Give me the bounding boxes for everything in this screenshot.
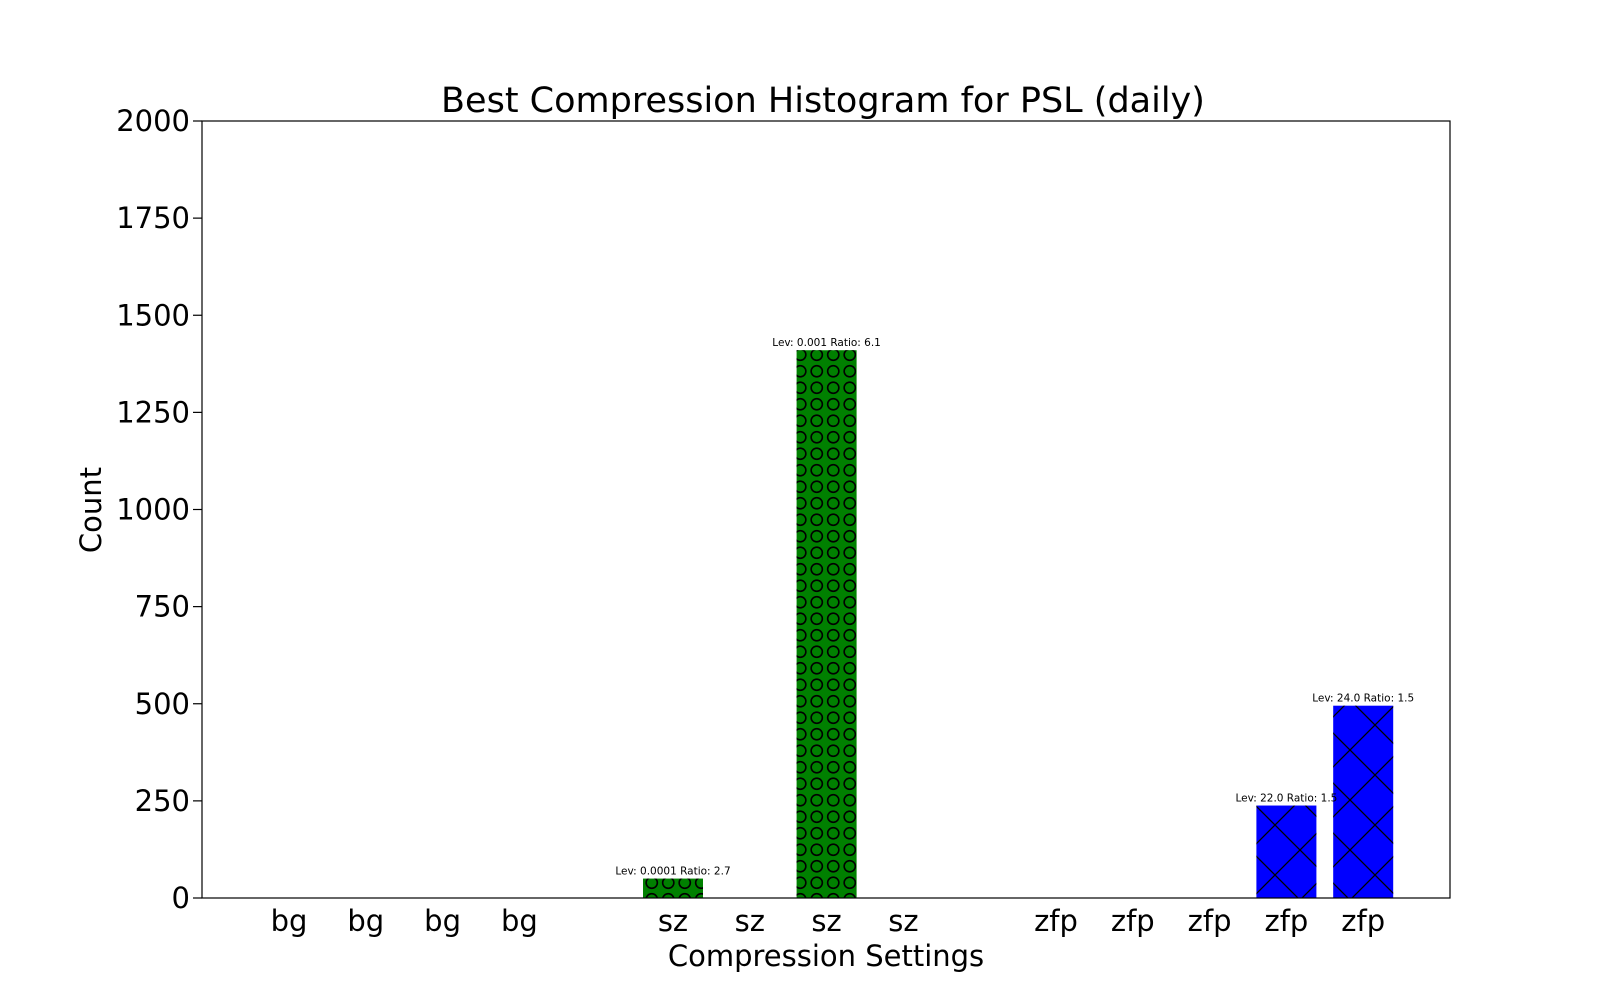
y-tick-label-5: 1250 — [116, 395, 190, 429]
y-tick-label-8: 2000 — [116, 104, 190, 138]
y-tick-label-6: 1500 — [116, 298, 190, 332]
y-tick-label-3: 750 — [135, 590, 190, 624]
y-tick-label-1: 250 — [135, 784, 190, 818]
bar-hatch-6 — [796, 350, 857, 899]
bar-hatch-11 — [1256, 805, 1317, 898]
x-tick-label-3: bg — [501, 904, 538, 938]
x-tick-label-1: bg — [347, 904, 384, 938]
x-axis-label: Compression Settings — [668, 939, 984, 973]
x-tick-label-5: sz — [735, 904, 765, 938]
bar-labels-group: Lev: 0.0001 Ratio: 2.7 Lev: 0.001 Ratio: … — [615, 337, 1414, 877]
bar-value-label-4: Lev: 0.0001 Ratio: 2.7 — [615, 866, 730, 878]
x-tick-label-6: sz — [811, 904, 841, 938]
plot-frame — [201, 120, 1451, 899]
y-axis-label: Count — [74, 467, 108, 553]
chart-title: Best Compression Histogram for PSL (dail… — [441, 81, 1205, 121]
y-tick-label-7: 1750 — [116, 201, 190, 235]
bar-value-label-12: Lev: 24.0 Ratio: 1.5 — [1312, 693, 1414, 705]
bars-group — [643, 350, 1394, 899]
bar-hatch-4 — [643, 878, 703, 898]
y-axis: 0 250 500 750 1000 1250 1500 1750 2000 — [116, 104, 202, 915]
x-axis: bg bg bg bg sz sz sz sz zfp zfp zfp zfp zfp — [271, 904, 1386, 938]
x-tick-label-4: sz — [658, 904, 688, 938]
x-tick-label-8: zfp — [1034, 904, 1078, 938]
x-tick-label-11: zfp — [1264, 904, 1308, 938]
x-tick-label-0: bg — [271, 904, 308, 938]
y-tick-label-2: 500 — [135, 687, 190, 721]
x-tick-label-2: bg — [424, 904, 461, 938]
bar-value-label-11: Lev: 22.0 Ratio: 1.5 — [1235, 793, 1337, 805]
x-tick-label-9: zfp — [1111, 904, 1155, 938]
y-tick-label-4: 1000 — [116, 493, 190, 527]
bar-hatch-12 — [1333, 705, 1394, 898]
y-tick-label-0: 0 — [172, 881, 190, 915]
bar-value-label-6: Lev: 0.001 Ratio: 6.1 — [772, 337, 881, 349]
x-tick-label-10: zfp — [1188, 904, 1232, 938]
x-tick-label-7: sz — [888, 904, 918, 938]
x-tick-label-12: zfp — [1341, 904, 1385, 938]
